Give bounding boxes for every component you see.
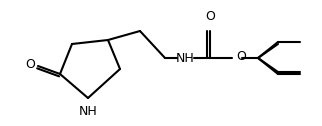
Text: O: O [205, 10, 215, 23]
Text: O: O [236, 51, 246, 64]
Text: NH: NH [175, 52, 194, 65]
Text: NH: NH [79, 105, 97, 118]
Text: O: O [25, 57, 35, 71]
